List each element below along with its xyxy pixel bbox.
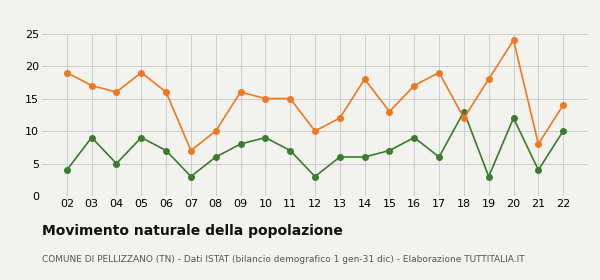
- Decessi: [311, 129, 319, 133]
- Decessi: [287, 97, 294, 100]
- Decessi: [386, 110, 393, 113]
- Text: Movimento naturale della popolazione: Movimento naturale della popolazione: [42, 224, 343, 238]
- Nascite: [311, 175, 319, 178]
- Line: Nascite: Nascite: [64, 109, 566, 179]
- Decessi: [237, 90, 244, 94]
- Nascite: [88, 136, 95, 139]
- Decessi: [510, 38, 517, 42]
- Decessi: [187, 149, 194, 152]
- Nascite: [336, 155, 343, 159]
- Nascite: [287, 149, 294, 152]
- Decessi: [361, 77, 368, 81]
- Nascite: [535, 168, 542, 172]
- Decessi: [410, 84, 418, 87]
- Decessi: [560, 103, 567, 107]
- Nascite: [485, 175, 493, 178]
- Nascite: [237, 142, 244, 146]
- Decessi: [485, 77, 493, 81]
- Decessi: [163, 90, 170, 94]
- Nascite: [262, 136, 269, 139]
- Nascite: [361, 155, 368, 159]
- Nascite: [436, 155, 443, 159]
- Decessi: [336, 116, 343, 120]
- Decessi: [436, 71, 443, 74]
- Nascite: [113, 162, 120, 165]
- Nascite: [137, 136, 145, 139]
- Decessi: [113, 90, 120, 94]
- Decessi: [88, 84, 95, 87]
- Decessi: [63, 71, 70, 74]
- Decessi: [137, 71, 145, 74]
- Decessi: [460, 116, 467, 120]
- Text: COMUNE DI PELLIZZANO (TN) - Dati ISTAT (bilancio demografico 1 gen-31 dic) - Ela: COMUNE DI PELLIZZANO (TN) - Dati ISTAT (…: [42, 255, 524, 264]
- Nascite: [187, 175, 194, 178]
- Decessi: [262, 97, 269, 100]
- Nascite: [460, 110, 467, 113]
- Nascite: [560, 129, 567, 133]
- Legend: Nascite, Decessi: Nascite, Decessi: [244, 0, 386, 1]
- Decessi: [212, 129, 220, 133]
- Nascite: [386, 149, 393, 152]
- Nascite: [63, 168, 70, 172]
- Nascite: [410, 136, 418, 139]
- Nascite: [163, 149, 170, 152]
- Nascite: [212, 155, 220, 159]
- Nascite: [510, 116, 517, 120]
- Line: Decessi: Decessi: [64, 37, 566, 153]
- Decessi: [535, 142, 542, 146]
